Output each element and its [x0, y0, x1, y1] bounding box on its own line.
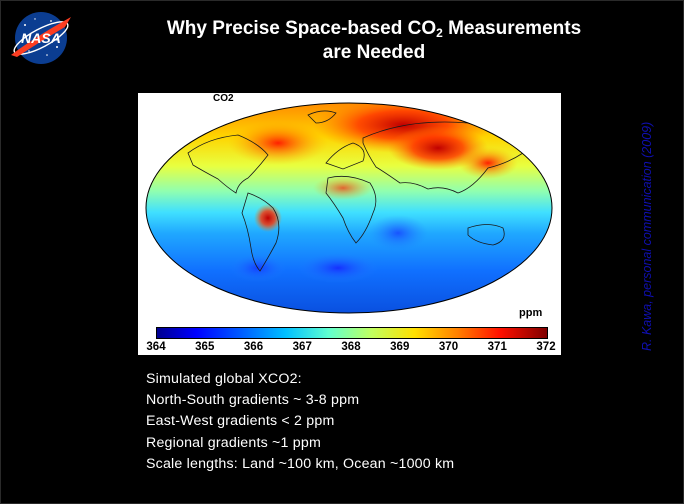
map-top-label: CO2 [213, 93, 234, 104]
caption-line: Regional gradients ~1 ppm [146, 434, 321, 451]
colorbar-ticks: 364 365 366 367 368 369 370 371 372 [138, 341, 561, 355]
colorbar [156, 327, 548, 339]
colorbar-unit: ppm [519, 307, 543, 319]
colorbar-tick: 372 [536, 341, 556, 353]
attribution-text: R. Kawa, personal communication (2009) [640, 121, 654, 351]
page-title-line2: are Needed [322, 42, 426, 63]
colorbar-tick: 367 [292, 341, 312, 353]
colorbar-tick: 369 [390, 341, 410, 353]
caption-line: East-West gradients < 2 ppm [146, 413, 335, 430]
caption-line: North-South gradients ~ 3-8 ppm [146, 392, 360, 409]
colorbar-tick: 364 [146, 341, 166, 353]
caption-line: Scale lengths: Land ~100 km, Ocean ~1000… [146, 455, 455, 472]
colorbar-tick: 370 [438, 341, 459, 353]
caption-line: Simulated global XCO2: [146, 371, 302, 387]
logo-text: NASA [21, 30, 61, 46]
colorbar-tick: 366 [243, 341, 264, 353]
caption: Simulated global XCO2: North-South gradie… [146, 369, 454, 475]
colorbar-tick: 365 [195, 341, 215, 353]
world-co2-map: CO2 [145, 93, 553, 314]
page-title: Why Precise Space-based CO2 Measurements… [119, 17, 629, 65]
colorbar-tick: 371 [487, 341, 507, 353]
nasa-logo-icon: NASA [11, 12, 71, 64]
co2-map-figure: CO2 ppm 364 365 366 367 368 369 370 371 372 [138, 93, 561, 355]
colorbar-tick: 368 [341, 341, 361, 353]
